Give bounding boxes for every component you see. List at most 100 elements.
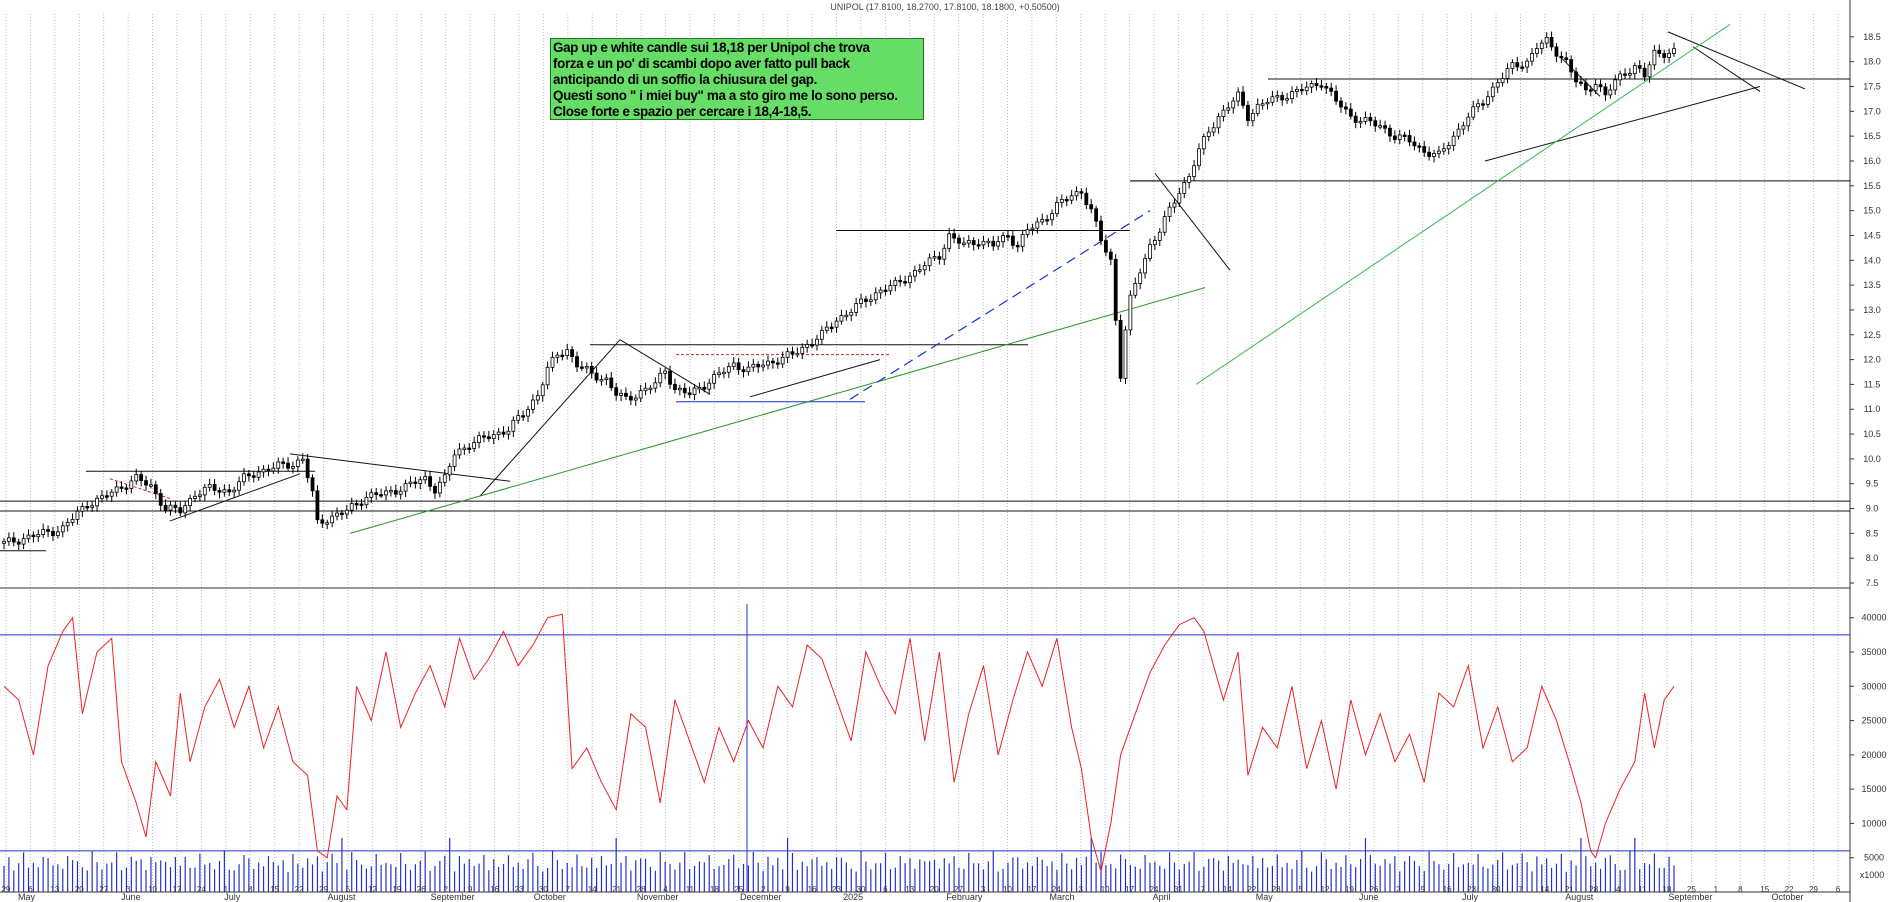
candle-body [286, 462, 290, 469]
day-tick-label: 12 [368, 885, 377, 894]
candle-body [188, 497, 192, 507]
candle-body [207, 484, 212, 488]
green-trend-line [349, 287, 1206, 534]
candle-body [1260, 103, 1265, 106]
price-tick-label: 7.5 [1866, 578, 1879, 588]
candle-body [1378, 125, 1383, 128]
candle-body [1437, 150, 1441, 154]
candle-body [726, 366, 731, 373]
candle-body [922, 265, 927, 271]
candle-body [873, 292, 878, 301]
candle-body [722, 371, 726, 375]
candle-body [868, 299, 873, 302]
candle-body [687, 392, 692, 395]
candle-body [1138, 272, 1143, 284]
day-tick-label: 29 [1809, 885, 1818, 894]
day-tick-label: 18 [710, 885, 719, 894]
day-tick-label: 23 [515, 885, 524, 894]
day-tick-label: 8 [248, 885, 253, 894]
candle-body [1020, 234, 1025, 247]
day-tick-label: 28 [1589, 885, 1598, 894]
candle-body [1290, 91, 1294, 100]
candle-body [751, 363, 756, 368]
candle-body [1422, 146, 1427, 153]
candle-body [1133, 283, 1138, 296]
candle-body [1373, 120, 1378, 127]
candle-body [1231, 100, 1236, 109]
candle-body [966, 240, 971, 244]
candle-body [442, 474, 447, 483]
candle-body [780, 356, 785, 365]
candle-body [398, 490, 403, 495]
candle-body [119, 486, 124, 489]
candle-body [1564, 57, 1569, 60]
month-label: February [946, 892, 983, 902]
trend-line [1154, 173, 1231, 271]
day-tick-label: 23 [832, 885, 841, 894]
candle-body [1295, 88, 1299, 92]
candle-body [1481, 103, 1485, 106]
day-tick-label: 6 [28, 885, 33, 894]
candle-body [1642, 67, 1647, 78]
day-tick-label: 22 [1785, 885, 1794, 894]
candle-body [658, 372, 663, 384]
day-tick-label: 30 [539, 885, 548, 894]
candle-body [1510, 62, 1515, 69]
candle-body [1015, 244, 1020, 248]
candle-body [1152, 240, 1157, 245]
candle-body [310, 477, 315, 492]
candle-body [1329, 87, 1334, 92]
candle-body [1554, 46, 1559, 57]
day-tick-label: 10 [148, 885, 157, 894]
candle-body [1544, 36, 1549, 44]
candle-body [423, 476, 428, 481]
green-trend-line-2 [1195, 23, 1731, 385]
candle-body [384, 490, 388, 496]
price-tick-label: 17.5 [1863, 81, 1881, 91]
candle-body [677, 387, 682, 391]
candle-body [354, 503, 359, 506]
candle-body [775, 362, 780, 365]
candle-body [6, 537, 11, 542]
candle-body [1172, 202, 1177, 208]
candle-body [579, 366, 584, 369]
candle-body [31, 534, 36, 538]
candle-body [1148, 244, 1152, 259]
candle-body [1652, 49, 1657, 66]
candle-body [364, 496, 369, 506]
candle-body [1593, 84, 1598, 92]
day-tick-label: 2 [1396, 885, 1401, 894]
day-tick-label: 31 [1174, 885, 1183, 894]
candle-body [374, 492, 379, 495]
candle-body [1216, 116, 1221, 129]
candle-body [472, 442, 477, 449]
month-label: August [1565, 892, 1594, 902]
candle-body [1466, 116, 1471, 127]
candle-body [790, 351, 795, 355]
day-tick-label: 3 [981, 885, 986, 894]
candle-body [1226, 107, 1231, 111]
candle-body [315, 490, 320, 521]
day-tick-label: 7 [566, 885, 571, 894]
price-tick-label: 18.5 [1863, 32, 1881, 42]
candle-body [477, 435, 481, 444]
candle-body [957, 237, 961, 244]
day-tick-label: 21 [1565, 885, 1574, 894]
candle-body [1074, 191, 1079, 197]
candle-body [1118, 319, 1123, 379]
candle-body [540, 384, 545, 397]
candle-body [1388, 127, 1392, 137]
day-tick-label: 3 [126, 885, 131, 894]
candle-body [1637, 65, 1642, 69]
candle-body [242, 473, 246, 483]
osc-tick-label: 30000 [1861, 681, 1886, 691]
candle-body [21, 538, 26, 545]
day-tick-label: 10 [1003, 885, 1012, 894]
candle-body [1486, 96, 1490, 105]
day-tick-label: 9 [785, 885, 790, 894]
candle-body [898, 279, 903, 283]
candle-body [638, 390, 643, 399]
candle-body [65, 522, 70, 527]
candle-body [756, 363, 761, 368]
